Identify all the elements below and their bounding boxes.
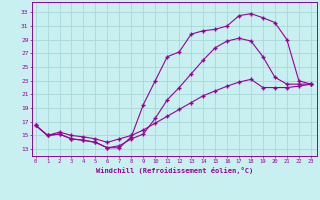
- X-axis label: Windchill (Refroidissement éolien,°C): Windchill (Refroidissement éolien,°C): [96, 167, 253, 174]
